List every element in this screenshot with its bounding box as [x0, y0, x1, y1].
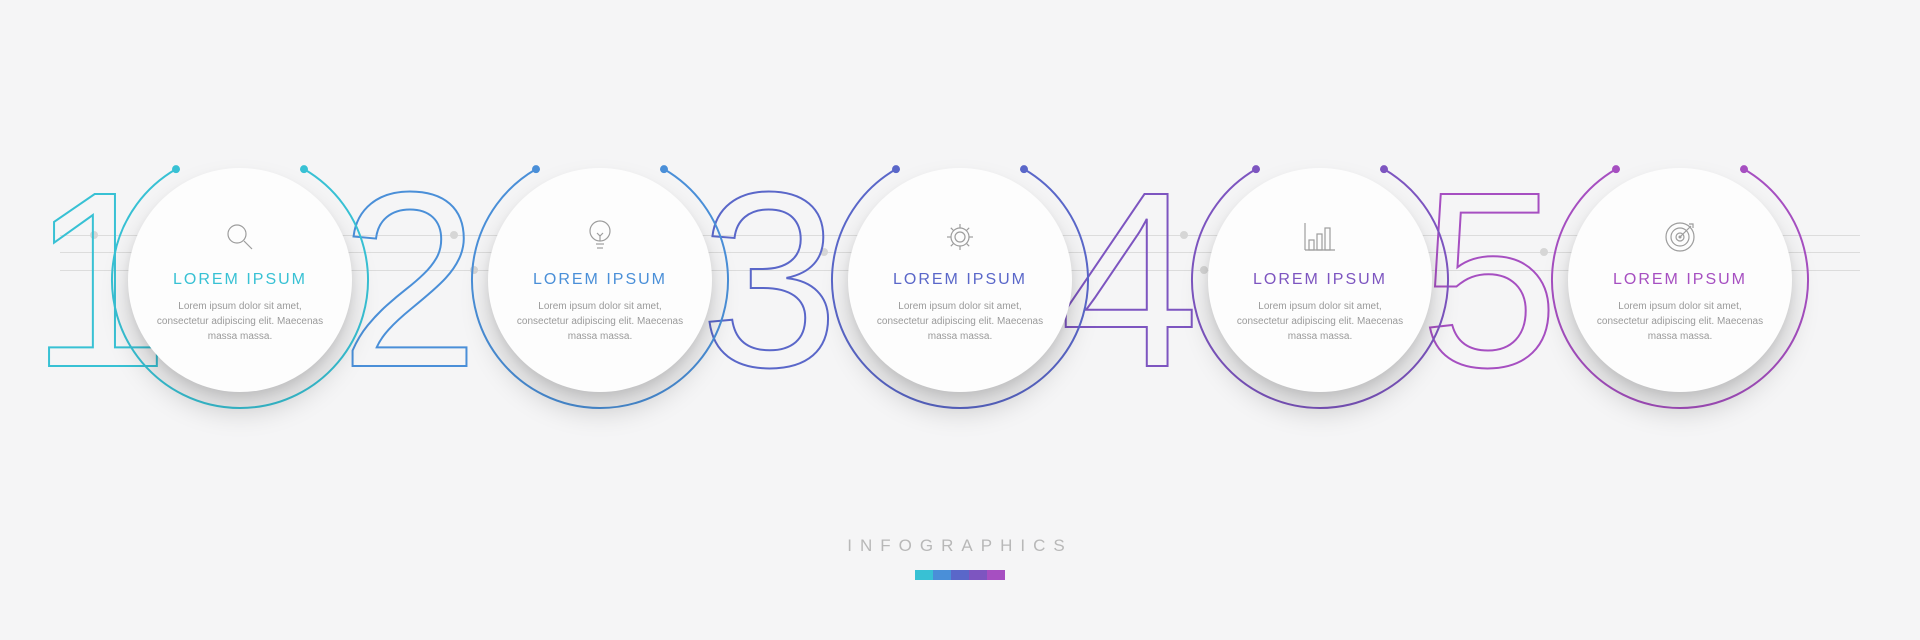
step-description: Lorem ipsum dolor sit amet, consectetur …	[156, 299, 324, 344]
step-3: 3 LOREM IPSUMLorem ipsum dolor sit amet,…	[830, 150, 1090, 410]
step-1: 1 LOREM IPSUMLorem ipsum dolor sit amet,…	[110, 150, 370, 410]
step-disc: LOREM IPSUM Lorem ipsum dolor sit amet, c…	[848, 168, 1072, 392]
footer: INFOGRAPHICS	[0, 536, 1920, 580]
swatch-5	[987, 570, 1005, 580]
step-disc: LOREM IPSUM Lorem ipsum dolor sit amet, c…	[1568, 168, 1792, 392]
step-5: 5 LOREM IPSUMLorem ipsum dolor sit amet,…	[1550, 150, 1810, 410]
target-icon	[1660, 217, 1700, 257]
bar-chart-icon	[1300, 217, 1340, 257]
gear-icon	[940, 217, 980, 257]
step-title: LOREM IPSUM	[173, 271, 307, 289]
swatch-2	[933, 570, 951, 580]
steps-row: 1 LOREM IPSUMLorem ipsum dolor sit amet,…	[0, 120, 1920, 440]
step-description: Lorem ipsum dolor sit amet, consectetur …	[876, 299, 1044, 344]
step-disc: LOREM IPSUM Lorem ipsum dolor sit amet, c…	[488, 168, 712, 392]
step-2: 2 LOREM IPSUMLorem ipsum dolor sit amet,…	[470, 150, 730, 410]
step-description: Lorem ipsum dolor sit amet, consectetur …	[516, 299, 684, 344]
step-title: LOREM IPSUM	[533, 271, 667, 289]
step-description: Lorem ipsum dolor sit amet, consectetur …	[1596, 299, 1764, 344]
step-title: LOREM IPSUM	[1253, 271, 1387, 289]
infographic-canvas: 1 LOREM IPSUMLorem ipsum dolor sit amet,…	[0, 0, 1920, 640]
step-4: 4 LOREM IPSUMLorem ipsum dolor sit amet,…	[1190, 150, 1450, 410]
magnifier-icon	[220, 217, 260, 257]
bulb-icon	[580, 217, 620, 257]
swatch-1	[915, 570, 933, 580]
step-disc: LOREM IPSUM Lorem ipsum dolor sit amet, c…	[1208, 168, 1432, 392]
swatch-4	[969, 570, 987, 580]
step-description: Lorem ipsum dolor sit amet, consectetur …	[1236, 299, 1404, 344]
color-swatches	[0, 570, 1920, 580]
footer-title: INFOGRAPHICS	[0, 536, 1920, 556]
swatch-3	[951, 570, 969, 580]
step-title: LOREM IPSUM	[1613, 271, 1747, 289]
step-title: LOREM IPSUM	[893, 271, 1027, 289]
step-disc: LOREM IPSUM Lorem ipsum dolor sit amet, c…	[128, 168, 352, 392]
